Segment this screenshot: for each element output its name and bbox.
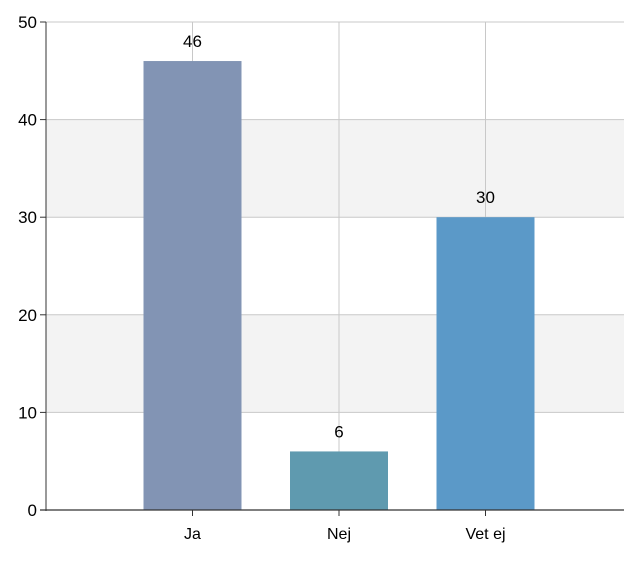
y-tick-label: 20 bbox=[18, 306, 37, 325]
y-tick-labels: 0 10 20 30 40 50 bbox=[18, 13, 37, 520]
x-tick-label: Nej bbox=[327, 526, 351, 543]
axes bbox=[40, 21, 624, 516]
y-tick-label: 30 bbox=[18, 208, 37, 227]
data-label: 6 bbox=[334, 422, 343, 441]
grid-band bbox=[46, 119, 624, 218]
data-label: 30 bbox=[476, 188, 495, 207]
bars bbox=[143, 61, 535, 510]
y-tick-label: 0 bbox=[28, 501, 37, 520]
y-tick-label: 50 bbox=[18, 13, 37, 32]
data-label: 46 bbox=[183, 32, 202, 51]
x-tick-labels: Ja Nej Vet ej bbox=[184, 526, 505, 543]
grid-band bbox=[46, 314, 624, 413]
x-tick-label: Vet ej bbox=[465, 526, 505, 543]
y-tick-label: 40 bbox=[18, 111, 37, 130]
x-tick-label: Ja bbox=[184, 526, 201, 543]
bar-ja[interactable] bbox=[143, 61, 242, 510]
y-tick-label: 10 bbox=[18, 403, 37, 422]
bar-vet-ej[interactable] bbox=[436, 217, 535, 510]
background-bands bbox=[46, 119, 624, 413]
data-labels: 46 6 30 bbox=[183, 32, 495, 441]
bar-nej[interactable] bbox=[290, 451, 388, 510]
